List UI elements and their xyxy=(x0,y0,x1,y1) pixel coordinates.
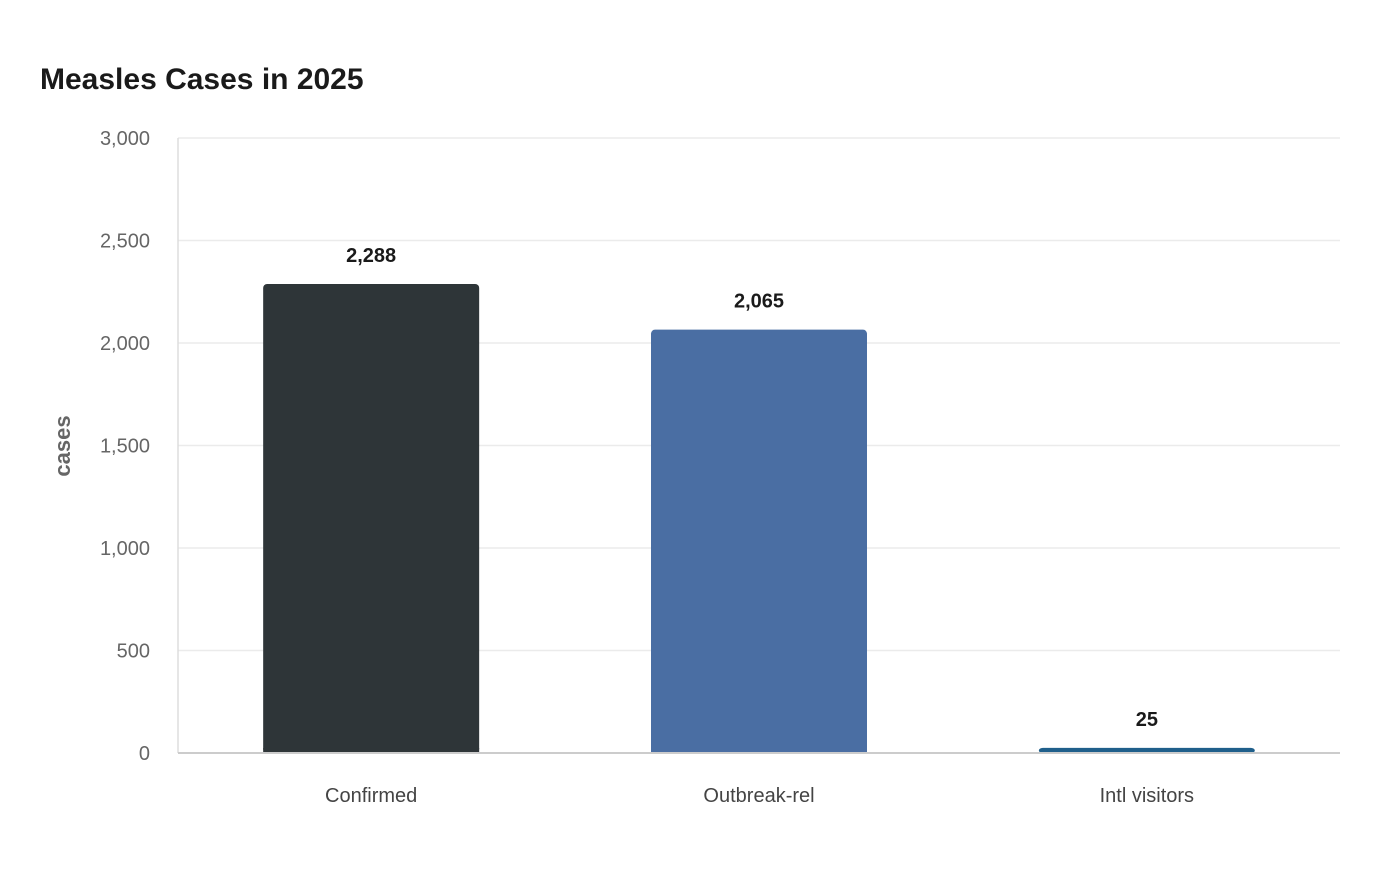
y-tick-label: 1,000 xyxy=(100,538,150,560)
bar-base xyxy=(651,748,867,753)
y-tick-label: 2,000 xyxy=(100,333,150,355)
bar-outbreak-rel xyxy=(651,329,867,753)
data-label: 2,065 xyxy=(734,291,784,313)
y-tick-label: 2,500 xyxy=(100,231,150,253)
y-tick-label: 0 xyxy=(139,743,150,765)
y-axis-title: cases xyxy=(50,415,75,476)
y-tick-label: 1,500 xyxy=(100,436,150,458)
data-label: 25 xyxy=(1136,709,1158,731)
data-label: 2,288 xyxy=(346,245,396,267)
y-tick-label: 500 xyxy=(117,641,150,663)
bar-intl-visitors xyxy=(1038,747,1255,753)
y-axis: 0 500 1,000 1,500 2,000 2,500 3,000 xyxy=(100,128,179,765)
data-labels: 2,288 2,065 25 xyxy=(346,245,1158,731)
x-tick-label: Outbreak-rel xyxy=(703,785,814,807)
x-tick-label: Confirmed xyxy=(325,785,417,807)
bar-confirmed xyxy=(263,283,480,753)
x-axis: Confirmed Outbreak-rel Intl visitors xyxy=(178,752,1340,807)
x-tick-label: Intl visitors xyxy=(1100,785,1194,807)
bar-base xyxy=(263,748,480,753)
chart-title: Measles Cases in 2025 xyxy=(40,63,364,96)
bars xyxy=(263,283,1255,753)
y-tick-label: 3,000 xyxy=(100,128,150,150)
